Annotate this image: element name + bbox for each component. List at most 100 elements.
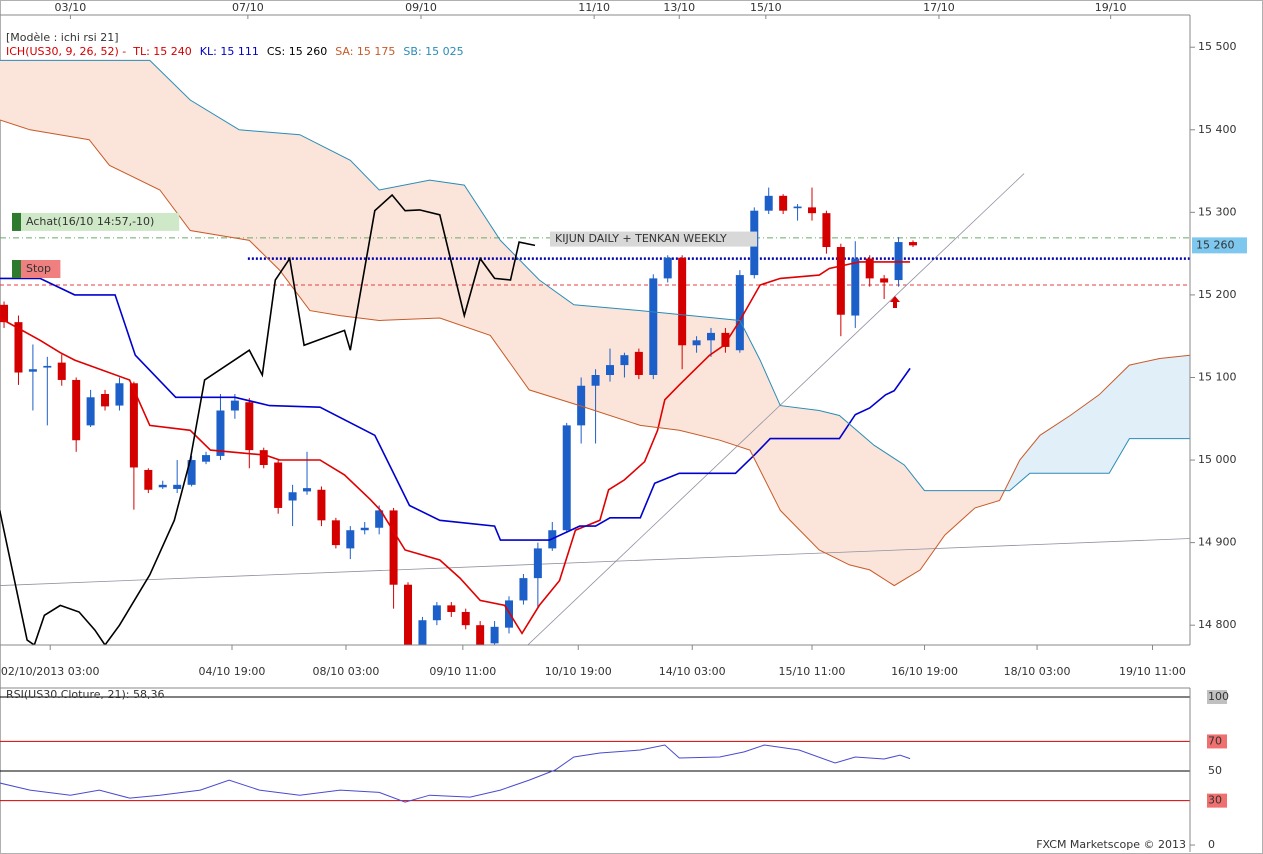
candle-body	[158, 484, 167, 488]
rsi-plot	[0, 696, 1190, 803]
x-tick-label: 19/10 11:00	[1119, 665, 1186, 678]
candle-body	[230, 400, 239, 411]
candle-body	[807, 207, 816, 214]
candle-body	[0, 304, 9, 323]
y-tick-label: 15 300	[1198, 205, 1237, 218]
candle-body	[505, 600, 514, 628]
rsi-line	[0, 744, 911, 803]
candle-body	[274, 462, 283, 508]
indicator-legend: ICH(US30, 9, 26, 52) - TL: 15 240 KL: 15 1…	[6, 45, 464, 58]
candle-body	[259, 450, 268, 465]
candle-body	[490, 626, 499, 644]
candle-body	[533, 548, 542, 579]
model-label: [Modèle : ichi rsi 21]	[6, 31, 119, 44]
signal-arrow	[890, 296, 900, 308]
rsi-tick-label: 50	[1208, 764, 1222, 777]
trendline	[527, 173, 1025, 645]
candle-body	[880, 278, 889, 283]
candle-body	[620, 355, 629, 366]
candle-body	[591, 375, 600, 386]
candle-body	[115, 383, 124, 406]
cloud-fill	[0, 60, 1005, 586]
candle-body	[706, 332, 715, 341]
candle-body	[129, 383, 138, 468]
candle-body	[764, 195, 773, 211]
level-label: Stop	[26, 262, 51, 275]
candle-body	[822, 213, 831, 248]
candle-body	[432, 605, 441, 621]
y-tick-label: 14 800	[1198, 618, 1237, 631]
y-tick-label: 15 000	[1198, 453, 1237, 466]
y-tick-label: 14 900	[1198, 536, 1237, 549]
candle-body	[476, 625, 485, 645]
candle-body	[375, 510, 384, 528]
rsi-tick-label: 30	[1208, 794, 1222, 807]
candle-body	[86, 397, 95, 426]
y-tick-label: 15 400	[1198, 123, 1237, 136]
candle-body	[360, 527, 369, 531]
candle-body	[202, 455, 211, 462]
candle-body	[331, 520, 340, 546]
x-tick-label: 15/10 11:00	[779, 665, 846, 678]
y-tick-label: 15 100	[1198, 370, 1237, 383]
top-date-label: 09/10	[405, 1, 437, 14]
indicator-line	[0, 261, 911, 635]
top-date-label: 03/10	[55, 1, 87, 14]
top-date-label: 13/10	[663, 1, 695, 14]
candle-body	[288, 492, 297, 501]
candle-body	[57, 362, 66, 380]
candle-body	[649, 278, 658, 375]
candle-body	[418, 620, 427, 645]
candle-body	[14, 322, 23, 373]
rsi-label-bg	[1207, 734, 1227, 749]
rsi-tick-label: 70	[1208, 734, 1222, 747]
candle-body	[245, 402, 254, 451]
x-tick-label: 10/10 19:00	[545, 665, 612, 678]
level-box	[12, 212, 180, 231]
candle-body	[678, 257, 687, 346]
x-tick-label: 08/10 03:00	[313, 665, 380, 678]
level-label: Achat(16/10 14:57,-10)	[26, 215, 154, 228]
candle-body	[793, 206, 802, 209]
candle-body	[865, 258, 874, 279]
legend-entry: SA: 15 175	[335, 45, 395, 58]
x-tick-label: 04/10 19:00	[199, 665, 266, 678]
candle-body	[634, 351, 643, 375]
candle-body	[346, 530, 355, 549]
y-tick-label: 15 500	[1198, 40, 1237, 53]
candle-body	[908, 242, 917, 246]
candle-body	[692, 340, 701, 346]
candle-body	[606, 365, 615, 375]
candle-body	[562, 425, 571, 531]
candle-body	[461, 611, 470, 626]
candle-body	[317, 489, 326, 521]
candle-body	[72, 379, 81, 441]
main-plot	[0, 59, 1190, 645]
rsi-label-bg	[1207, 690, 1227, 705]
indicator-line	[0, 277, 911, 541]
candle-body	[894, 242, 903, 281]
trendline	[0, 538, 1190, 586]
top-date-label: 15/10	[750, 1, 782, 14]
rsi-tick-label: 0	[1208, 838, 1215, 851]
x-tick-label: 09/10 11:00	[429, 665, 496, 678]
candle-body	[663, 257, 672, 279]
indicator-line	[0, 59, 1190, 492]
legend-entry: TL: 15 240	[132, 45, 192, 58]
candle-body	[735, 275, 744, 351]
top-date-label: 19/10	[1095, 1, 1127, 14]
level-marker	[12, 260, 21, 278]
last-price-label: 15 260	[1196, 238, 1235, 251]
candle-body	[101, 393, 110, 407]
annotation-box	[550, 231, 758, 247]
candle-body	[779, 195, 788, 211]
indicator-line	[0, 193, 536, 645]
legend-entry: CS: 15 260	[267, 45, 327, 58]
cloud-fill	[1004, 355, 1190, 491]
x-tick-label: 18/10 03:00	[1004, 665, 1071, 678]
legend-entry: SB: 15 025	[403, 45, 463, 58]
candle-body	[303, 488, 312, 492]
candle-body	[836, 247, 845, 315]
